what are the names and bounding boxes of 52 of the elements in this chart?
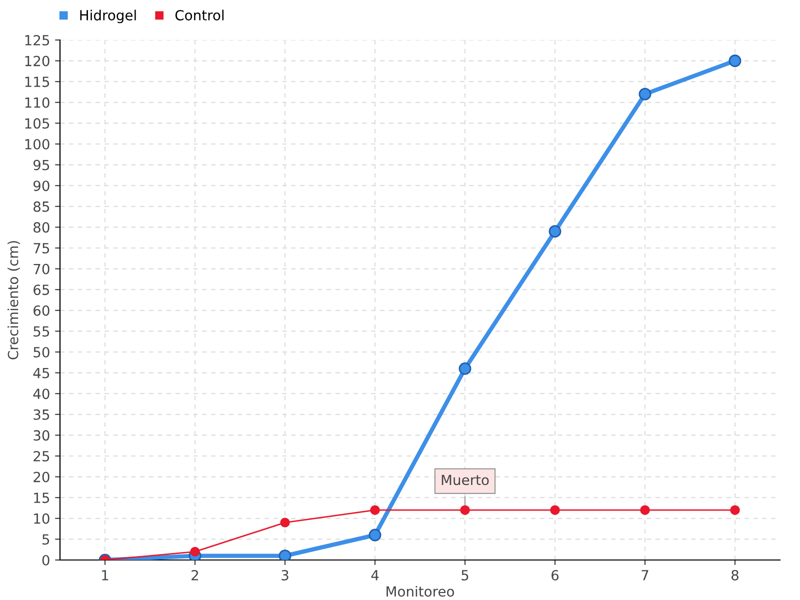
- y-tick-label: 5: [42, 534, 50, 545]
- y-tick-label: 70: [34, 264, 50, 274]
- point: [638, 88, 652, 100]
- legend-label: Control: [175, 10, 224, 20]
- x-axis-title: Monitoreo: [386, 586, 454, 597]
- y-tick-label: 10: [34, 513, 50, 524]
- point: [640, 505, 650, 515]
- point: [550, 505, 560, 515]
- y-tick-label: 25: [34, 450, 50, 462]
- y-tick-label: 65: [34, 284, 50, 296]
- point: [368, 528, 382, 542]
- x-tick-label: 7: [642, 570, 648, 580]
- y-tick-label: 100: [25, 138, 50, 150]
- y-tick-label: 20: [34, 472, 50, 482]
- y-tick-label: 120: [25, 56, 50, 66]
- legend-label: Hidrogel: [80, 10, 136, 24]
- y-tick-label: 115: [25, 76, 50, 88]
- annotation: Muerto: [442, 474, 489, 486]
- point: [278, 550, 292, 560]
- y-tick-label: 95: [33, 160, 50, 170]
- y-tick-label: 110: [25, 97, 50, 108]
- y-tick-label: 80: [34, 222, 50, 233]
- y-tick-label: 90: [33, 180, 50, 192]
- y-tick-label: 105: [25, 118, 50, 129]
- point: [548, 225, 562, 238]
- y-tick-label: 0: [42, 554, 50, 566]
- y-tick-label: 55: [34, 326, 50, 337]
- y-tick-label: 50: [34, 346, 50, 358]
- y-tick-label: 85: [34, 201, 50, 212]
- x-tick-label: 8: [732, 570, 738, 580]
- point: [370, 505, 380, 515]
- y-tick-label: 30: [34, 430, 50, 441]
- y-tick-label: 60: [34, 305, 50, 316]
- x-tick-label: 5: [462, 570, 468, 580]
- point: [458, 362, 472, 375]
- x-tick-label: 2: [192, 570, 198, 580]
- y-tick-label: 125: [25, 34, 50, 46]
- point: [190, 546, 200, 557]
- y-tick-label: 45: [33, 368, 50, 378]
- y-axis-title: Crecimiento (cm): [8, 241, 20, 360]
- point: [730, 505, 740, 515]
- y-tick-label: 40: [33, 388, 50, 400]
- point: [280, 518, 290, 528]
- x-tick-label: 4: [371, 570, 379, 580]
- y-tick-label: 15: [34, 492, 50, 504]
- x-tick-label: 6: [552, 570, 559, 580]
- y-tick-label: 75: [34, 243, 50, 254]
- point: [728, 54, 742, 68]
- point: [460, 505, 470, 515]
- y-tick-label: 35: [34, 409, 50, 420]
- x-tick-label: 3: [282, 570, 288, 580]
- x-tick-label: 1: [102, 570, 108, 580]
